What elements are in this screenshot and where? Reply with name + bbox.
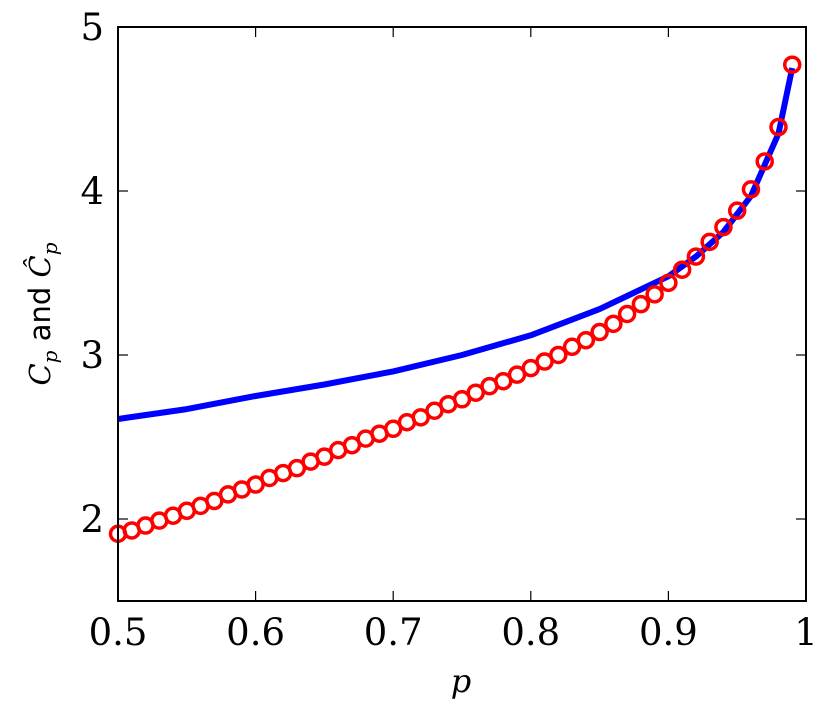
red-series-marker (604, 314, 623, 334)
x-tick-label: 0.8 (501, 611, 560, 654)
red-series-marker (782, 55, 802, 74)
red-series-marker (645, 285, 664, 304)
y-tick-label: 3 (80, 334, 104, 377)
red-series-marker (617, 304, 637, 324)
x-tick-label: 0.9 (639, 611, 698, 654)
y-label-sub-p2: p (38, 242, 62, 255)
red-series-marker (549, 345, 568, 365)
red-series-marker (659, 273, 678, 293)
y-label-and: and (23, 278, 57, 351)
y-tick-label: 5 (80, 6, 104, 49)
blue-series-line (117, 67, 796, 422)
y-tick-label: 2 (80, 498, 104, 541)
y-label-c: C (23, 363, 57, 385)
red-series-marker (576, 330, 596, 350)
plot-frame (117, 26, 807, 602)
red-series-marker (755, 152, 774, 171)
red-series-marker (769, 117, 788, 137)
x-axis-label: p (451, 662, 471, 700)
y-tick-label: 4 (80, 170, 104, 213)
red-series-marker (714, 217, 733, 237)
x-tick-label: 1 (794, 611, 818, 654)
y-label-sub-p: p (38, 350, 62, 363)
series-layer (108, 55, 802, 544)
red-series-marker (672, 260, 692, 279)
red-series-marker (741, 180, 761, 199)
red-series-marker (686, 247, 706, 266)
x-tick-label: 0.6 (226, 611, 285, 654)
tick-layer: 0.5 0.6 0.7 0.8 0.9 1 2 3 4 5 (80, 6, 817, 654)
red-series-marker (727, 201, 747, 220)
red-series-marker (700, 232, 719, 252)
red-series-marker (631, 294, 651, 314)
x-tick-label: 0.7 (364, 611, 423, 654)
x-tick-label: 0.5 (89, 611, 148, 654)
y-axis-label: Cp and Ĉp (22, 242, 62, 385)
y-label-c-hat: Ĉ (22, 255, 57, 277)
red-series-marker (590, 322, 609, 342)
